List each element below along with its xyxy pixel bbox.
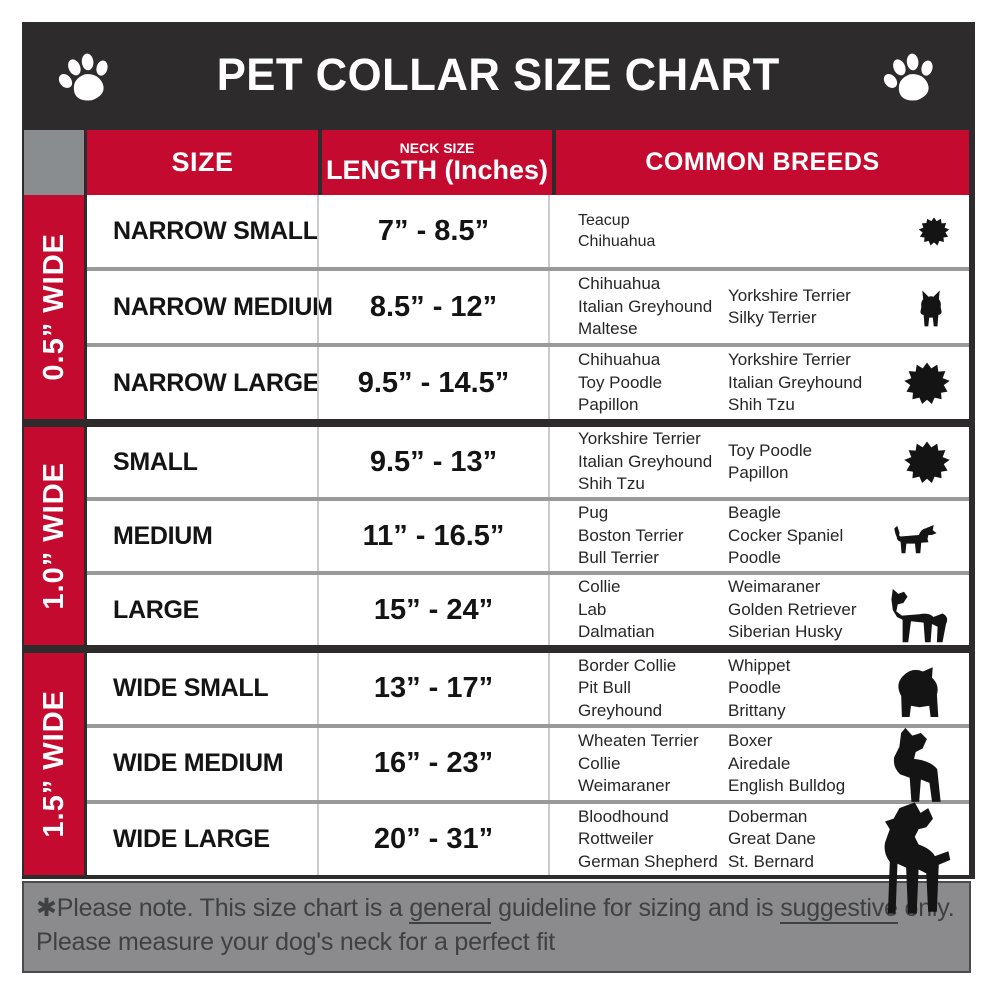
breeds-cell: Border Collie Pit Bull Greyhound Whippet… — [550, 653, 969, 724]
breeds-column-2: Whippet Poodle Brittany — [728, 656, 791, 720]
size-table: SIZE NECK SIZE LENGTH (Inches) COMMON BR… — [24, 130, 973, 914]
pitbull-silhouette-icon — [871, 718, 957, 810]
neck-size-cell: 20” - 31” — [317, 803, 550, 875]
breeds-column-1: Teacup Chihuahua — [578, 211, 656, 250]
size-cell: NARROW SMALL — [113, 216, 318, 245]
breeds-column-2: Doberman Great Dane St. Bernard — [728, 806, 816, 871]
breeds-cell: Pug Boston Terrier Bull Terrier Beagle C… — [550, 501, 969, 571]
breeds-column-2: Beagle Cocker Spaniel Poodle — [728, 503, 844, 568]
breeds-column-1: Bloodhound Rottweiler German Shepherd — [578, 806, 718, 871]
table-row: NARROW SMALL 7” - 8.5” Teacup Chihuahua — [87, 195, 969, 267]
title-band: PET COLLAR SIZE CHART — [22, 22, 975, 128]
size-cell: NARROW LARGE — [113, 368, 320, 397]
chihuahua-silhouette-icon — [905, 284, 957, 330]
column-header-neck-size: NECK SIZE LENGTH (Inches) — [322, 130, 552, 195]
section-half-inch-wide: 0.5” WIDE NARROW SMALL 7” - 8.5” Teacup … — [24, 195, 969, 419]
chart-board: PET COLLAR SIZE CHART SIZE NECK SIZE LEN… — [22, 22, 975, 914]
neck-size-cell: 16” - 23” — [317, 728, 550, 800]
neck-size-cell: 7” - 8.5” — [317, 195, 550, 267]
section-rows: NARROW SMALL 7” - 8.5” Teacup Chihuahua … — [87, 195, 969, 419]
neck-size-cell: 9.5” - 14.5” — [317, 347, 550, 419]
breeds-column-1: Border Collie Pit Bull Greyhound — [578, 656, 677, 720]
neck-size-cell: 13” - 17” — [317, 653, 550, 725]
breeds-column-1: Pug Boston Terrier Bull Terrier — [578, 503, 684, 568]
size-cell: WIDE SMALL — [113, 674, 269, 703]
width-strip: 1.5” WIDE — [24, 653, 84, 875]
breeds-cell: Teacup Chihuahua — [550, 195, 969, 267]
size-cell: SMALL — [113, 447, 198, 476]
footer-note-text: guideline for sizing and is — [491, 894, 781, 922]
breeds-column-1: Collie Lab Dalmatian — [578, 577, 655, 642]
corner-cell — [24, 130, 84, 195]
breeds-column-1: Yorkshire Terrier Italian Greyhound Shih… — [578, 429, 713, 494]
table-row: WIDE MEDIUM 16” - 23” Wheaten Terrier Co… — [87, 724, 969, 802]
breeds-column-2: Yorkshire Terrier Silky Terrier — [728, 285, 851, 327]
shepherd-silhouette-icon — [879, 575, 957, 645]
width-strip: 0.5” WIDE — [24, 195, 84, 419]
neck-size-cell: 8.5” - 12” — [317, 271, 550, 343]
yorkie-silhouette-icon — [911, 212, 957, 250]
paw-icon — [873, 40, 949, 118]
table-row: WIDE SMALL 13” - 17” Border Collie Pit B… — [87, 653, 969, 725]
section-one-inch-wide: 1.0” WIDE SMALL 9.5” - 13” Yorkshire Ter… — [24, 427, 969, 645]
breeds-cell: Bloodhound Rottweiler German Shepherd Do… — [550, 802, 969, 914]
footer-note-text: ✱Please note. This size chart is a — [36, 894, 410, 922]
footer-note-line-2: Please measure your dog's neck for a per… — [36, 927, 556, 956]
breeds-column-1: Chihuahua Toy Poodle Papillon — [578, 350, 663, 415]
section-one-and-half-inch-wide: 1.5” WIDE WIDE SMALL 13” - 17” Border Co… — [24, 653, 969, 914]
neck-size-subheading: NECK SIZE — [399, 139, 475, 156]
neck-size-cell: 9.5” - 13” — [317, 427, 550, 497]
breeds-cell: Chihuahua Italian Greyhound Maltese York… — [550, 271, 969, 343]
breeds-cell: Yorkshire Terrier Italian Greyhound Shih… — [550, 427, 969, 497]
section-rows: WIDE SMALL 13” - 17” Border Collie Pit B… — [87, 653, 969, 914]
width-strip: 1.0” WIDE — [24, 427, 84, 645]
beagle-silhouette-icon — [873, 512, 957, 560]
size-cell: MEDIUM — [113, 521, 213, 550]
breeds-cell: Collie Lab Dalmatian Weimaraner Golden R… — [550, 575, 969, 645]
footer-note: ✱Please note. This size chart is a gener… — [22, 881, 971, 973]
table-row: NARROW LARGE 9.5” - 14.5” Chihuahua Toy … — [87, 343, 969, 419]
size-cell: WIDE LARGE — [113, 824, 270, 853]
neck-size-heading: LENGTH (Inches) — [325, 154, 548, 185]
section-rows: SMALL 9.5” - 13” Yorkshire Terrier Itali… — [87, 427, 969, 645]
paw-icon — [48, 40, 124, 118]
neck-size-cell: 15” - 24” — [317, 575, 550, 645]
width-strip-label: 1.5” WIDE — [37, 690, 70, 838]
size-cell: NARROW MEDIUM — [113, 292, 333, 321]
breeds-column-2: Weimaraner Golden Retriever Siberian Hus… — [728, 577, 857, 642]
table-row: NARROW MEDIUM 8.5” - 12” Chihuahua Itali… — [87, 267, 969, 343]
column-header-common-breeds: COMMON BREEDS — [556, 130, 969, 195]
size-cell: WIDE MEDIUM — [113, 749, 284, 778]
neck-size-cell: 11” - 16.5” — [317, 501, 550, 571]
pekingese-silhouette-icon — [897, 435, 957, 489]
column-header-size: SIZE — [87, 130, 318, 195]
breeds-column-1: Wheaten Terrier Collie Weimaraner — [578, 731, 699, 796]
doberman-silhouette-icon — [861, 789, 957, 927]
footer-underlined-word: general — [409, 894, 492, 924]
pomeranian-silhouette-icon — [897, 356, 957, 410]
breeds-column-2: Toy Poodle Papillon — [728, 440, 813, 482]
bulldog-silhouette-icon — [879, 654, 957, 724]
width-strip-label: 0.5” WIDE — [37, 233, 70, 381]
footer-underlined-word: suggestive — [780, 894, 898, 924]
breeds-column-1: Chihuahua Italian Greyhound Maltese — [578, 274, 713, 339]
table-row: MEDIUM 11” - 16.5” Pug Boston Terrier Bu… — [87, 497, 969, 571]
table-row: SMALL 9.5” - 13” Yorkshire Terrier Itali… — [87, 427, 969, 497]
table-row: WIDE LARGE 20” - 31” Bloodhound Rottweil… — [87, 799, 969, 914]
breeds-column-2: Yorkshire Terrier Italian Greyhound Shih… — [728, 350, 863, 415]
size-cell: LARGE — [113, 595, 200, 624]
footer-note-line-1: ✱Please note. This size chart is a gener… — [36, 892, 955, 926]
table-row: LARGE 15” - 24” Collie Lab Dalmatian Wei… — [87, 571, 969, 645]
breeds-cell: Chihuahua Toy Poodle Papillon Yorkshire … — [550, 347, 969, 419]
breeds-column-2: Boxer Airedale English Bulldog — [728, 731, 846, 796]
page-title: PET COLLAR SIZE CHART — [216, 49, 781, 100]
width-strip-label: 1.0” WIDE — [37, 462, 70, 610]
breeds-cell: Wheaten Terrier Collie Weimaraner Boxer … — [550, 727, 969, 802]
